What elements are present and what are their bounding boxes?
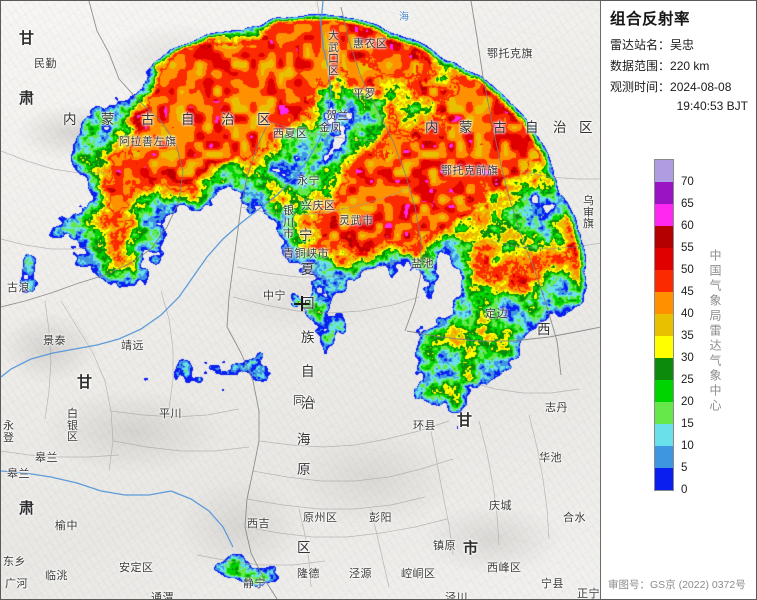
colorbar-segment	[655, 270, 673, 292]
info-side-panel: 组合反射率 雷达站名：吴忠 数据范围：220 km 观测时间：2024-08-0…	[602, 1, 756, 599]
time-clock-value: 19:40:53 BJT	[676, 99, 748, 113]
colorbar-tick-label: 65	[681, 198, 694, 210]
colorbar-segment	[655, 424, 673, 446]
station-label: 雷达站名：	[610, 38, 671, 52]
colorbar-segment	[655, 226, 673, 248]
colorbar-tick-label: 50	[681, 264, 694, 276]
time-label: 观测时间：	[610, 80, 671, 94]
agency-watermark: 中国气象局雷达气象中心	[708, 249, 722, 414]
colorbar-tick-label: 40	[681, 308, 694, 320]
radar-map-panel[interactable]: 甘民勤肃内蒙古自治区阿拉善左旗大 武 口 区惠农区海平罗 贺兰 金凤 西夏区内蒙古自治…	[1, 1, 601, 599]
map-approval-number: 审图号：GS京 (2022) 0372号	[608, 579, 746, 591]
colorbar-segment	[655, 182, 673, 204]
time-row: 观测时间：2024-08-08	[610, 78, 752, 95]
colorbar-tick-label: 35	[681, 330, 694, 342]
reflectivity-colorbar: 70 65 60 55 50 45 40 35 30 25 20 15 10 5 0	[654, 159, 694, 496]
colorbar-tick-label: 30	[681, 352, 694, 364]
product-header: 组合反射率 雷达站名：吴忠 数据范围：220 km 观测时间：2024-08-0…	[610, 7, 752, 113]
range-value: 220 km	[670, 59, 710, 73]
colorbar-segment	[655, 402, 673, 424]
colorbar-tick-label: 55	[681, 242, 694, 254]
colorbar-tick-label: 45	[681, 286, 694, 298]
colorbar-segment	[655, 292, 673, 314]
colorbar-tick-label: 70	[681, 176, 694, 188]
colorbar-tick-label: 10	[681, 440, 694, 452]
colorbar-segment	[655, 446, 673, 468]
colorbar-segment	[655, 358, 673, 380]
radar-echo-layer	[1, 1, 600, 599]
colorbar-segment	[655, 336, 673, 358]
colorbar-tick-label: 60	[681, 220, 694, 232]
colorbar-tick-label: 5	[681, 462, 688, 474]
colorbar-segment	[655, 314, 673, 336]
range-row: 数据范围：220 km	[610, 57, 752, 74]
station-row: 雷达站名：吴忠	[610, 36, 752, 53]
time-date-value: 2024-08-08	[670, 80, 732, 94]
range-label: 数据范围：	[610, 59, 671, 73]
colorbar-segment	[655, 468, 673, 490]
colorbar-segment	[655, 204, 673, 226]
colorbar-tick-label: 20	[681, 396, 694, 408]
colorbar-segment	[655, 160, 673, 182]
colorbar-tick-label: 25	[681, 374, 694, 386]
colorbar-segment	[655, 248, 673, 270]
colorbar-tick-label: 0	[681, 484, 688, 496]
colorbar-tick-label: 15	[681, 418, 694, 430]
station-value: 吴忠	[670, 38, 695, 52]
colorbar-segment	[655, 380, 673, 402]
product-title: 组合反射率	[610, 11, 691, 28]
